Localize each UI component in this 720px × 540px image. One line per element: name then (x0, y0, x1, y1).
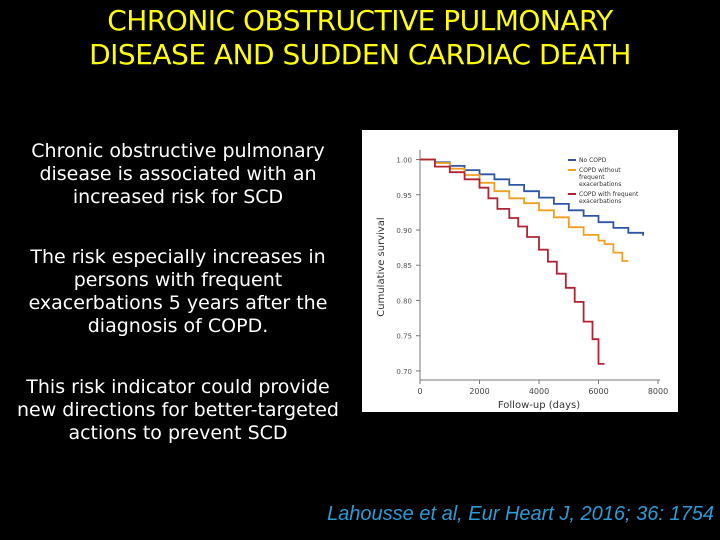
y-tick-label: 0.95 (396, 192, 412, 200)
series-line-1 (420, 158, 644, 236)
x-tick-label: 4000 (529, 387, 549, 396)
x-tick-label: 8000 (648, 387, 668, 396)
x-tick-label: 0 (417, 387, 422, 396)
survival-chart: 0.70 0.75 0.80 0.85 0.90 0.95 1.00 0 2000 4000 600… (376, 150, 668, 411)
y-tick-label: 1.00 (396, 157, 412, 165)
x-axis-title: Follow-up (days) (498, 400, 580, 411)
text-copd-association: Chronic obstructive pulmonary disease is… (31, 140, 325, 208)
legend-label-1: No COPD (579, 157, 607, 164)
y-tick-label: 0.80 (396, 297, 412, 305)
legend-label-3: COPD with frequent exacerbations (579, 191, 639, 205)
y-tick-label: 0.75 (396, 333, 412, 341)
slide-title: CHRONIC OBSTRUCTIVE PULMONARY DISEASE AN… (0, 4, 720, 72)
y-tick-label: 0.90 (396, 227, 412, 235)
citation: Lahousse et al, Eur Heart J, 2016; 36: 1… (327, 503, 714, 525)
legend-label-2: COPD without frequent exacerbations (579, 167, 621, 188)
y-axis-title: Cumulative survival (376, 217, 387, 316)
x-tick-label: 2000 (469, 387, 489, 396)
x-tick-label: 6000 (588, 387, 608, 396)
y-tick-label: 0.70 (396, 368, 412, 376)
series-line-2 (420, 158, 629, 262)
survival-chart-panel: 0.70 0.75 0.80 0.85 0.90 0.95 1.00 0 2000 4000 600… (362, 130, 678, 412)
text-risk-indicator: This risk indicator could provide new di… (17, 376, 339, 444)
title-line-2: DISEASE AND SUDDEN CARDIAC DEATH (89, 38, 631, 71)
title-line-1: CHRONIC OBSTRUCTIVE PULMONARY (107, 4, 613, 37)
text-frequent-exacerbations: The risk especially increases in persons… (28, 246, 328, 337)
y-tick-label: 0.85 (396, 262, 412, 270)
series-line-3 (420, 158, 605, 365)
